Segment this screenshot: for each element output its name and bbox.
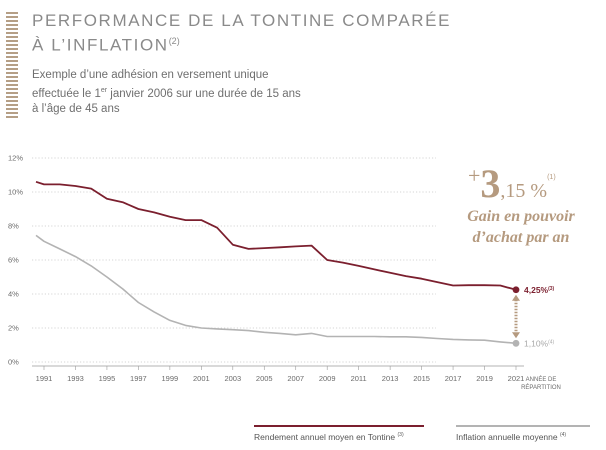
callout-unit: % [525,180,548,202]
subtitle-line-2-sup: er [100,87,108,94]
x-tick-label: 2011 [351,374,367,383]
gap-arrow-head-down [512,332,520,339]
legend-inflation-note: (4) [559,432,567,439]
x-tick-label: 1999 [162,374,179,383]
x-tick-label: 2013 [382,374,399,383]
title-line-1: PERFORMANCE DE LA TONTINE COMPARÉE [32,11,452,30]
title-line-2: À L’INFLATION(2) [32,31,451,56]
y-tick-label: 12% [8,154,23,163]
x-tick-label: 2009 [319,374,336,383]
x-tick-label: 2001 [193,374,210,383]
x-tick-label: 2019 [476,374,493,383]
callout-footnote: (1) [547,174,556,181]
x-tick-label: 2005 [256,374,273,383]
y-tick-label: 8% [8,222,19,231]
gain-callout-value: +3,15 %(1) [468,160,556,207]
x-tick-label: 1995 [99,374,116,383]
tontine-end-note: (3) [548,286,554,292]
y-tick-label: 0% [8,358,19,367]
inflation-end-label: 1,10%(4) [524,338,555,348]
page-subtitle: Exemple d’une adhésion en versement uniq… [32,68,372,117]
legend-inflation-label: Inflation annuelle moyenne [456,432,558,442]
x-tick-label: 2021 [508,374,525,383]
x-axis-note-line-2: RÉPARTITION [521,384,561,391]
x-tick-label: 1997 [130,374,147,383]
callout-plus: + [468,163,481,188]
x-tick-label: 2007 [287,374,304,383]
x-tick-label: 1993 [67,374,84,383]
subtitle-line-2-pre: effectuée le 1 [32,87,101,100]
legend-tontine-note: (3) [397,432,404,439]
y-tick-label: 10% [8,188,23,197]
x-tick-label: 2003 [224,374,241,383]
callout-decimal: ,15 [500,180,526,202]
y-tick-label: 6% [8,256,19,265]
legend-tontine-label: Rendement annuel moyen en Tontine [254,432,396,442]
y-tick-label: 2% [8,324,19,333]
legend-inflation-swatch [456,425,590,427]
x-axis-ticks: 1991 1993 1995 1997 1999 2001 2003 2005 2007 2009… [36,366,525,383]
tontine-line [35,180,517,291]
subtitle-line-3: à l’âge de 45 ans [32,102,120,115]
tontine-end-point [512,286,520,294]
x-tick-label: 2015 [413,374,430,383]
subtitle-line-2-post: janvier 2006 sur une durée de 15 ans [107,87,301,100]
marker-layer [512,286,520,347]
callout-line-2: d’achat par an [472,229,570,246]
series-layer [35,180,517,345]
legend-tontine-swatch [254,425,424,427]
y-tick-label: 4% [8,290,19,299]
grid-layer [32,157,524,367]
inflation-end-note: (4) [548,339,554,345]
x-axis-note-line-1: ANNÉE DE [526,376,557,383]
legend-tontine: Rendement annuel moyen en Tontine (3) [254,432,404,442]
tontine-end-value: 4,25% [524,285,549,295]
inflation-end-point [512,339,520,347]
gap-arrow-head-up [512,294,520,301]
subtitle-line-2: effectuée le 1er janvier 2006 sur une du… [32,83,372,102]
title-footnote: (2) [168,36,180,46]
inflation-line [35,234,517,345]
subtitle-line-1: Exemple d’une adhésion en versement uniq… [32,69,269,81]
legend-inflation: Inflation annuelle moyenne (4) [456,432,566,442]
callout-integer: 3 [480,161,501,206]
x-tick-label: 1991 [36,374,53,383]
tontine-end-label: 4,25%(3) [524,285,555,295]
callout-line-1: Gain en pouvoir [467,208,575,225]
x-tick-label: 2017 [445,374,462,383]
y-axis-ticks: 0% 2% 4% 6% 8% 10% 12% [8,154,23,367]
title-line-2-text: À L’INFLATION [32,35,169,55]
page-title: PERFORMANCE DE LA TONTINE COMPARÉE À L’I… [32,10,451,56]
decorative-rule [6,12,18,118]
inflation-end-value: 1,10% [524,338,549,348]
gain-callout-text: Gain en pouvoir d’achat par an [448,206,594,248]
